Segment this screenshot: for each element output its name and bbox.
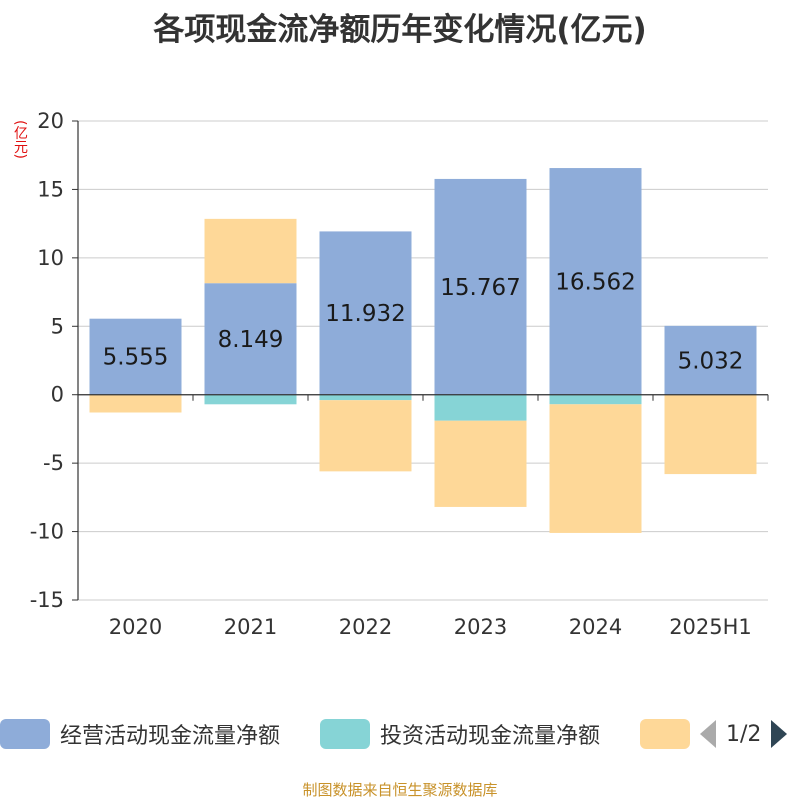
y-tick-label: -5 — [43, 451, 64, 475]
x-tick-label: 2025H1 — [669, 615, 752, 639]
bar-financing — [89, 394, 182, 413]
bar-operating — [204, 283, 297, 395]
legend-label-operating: 经营活动现金流量净额 — [60, 724, 281, 749]
legend-item-financing[interactable] — [640, 716, 700, 752]
bar-investing — [549, 394, 642, 405]
bar-data-label: 5.032 — [678, 348, 744, 374]
bar-financing — [319, 400, 412, 472]
legend-swatch-operating — [0, 719, 50, 749]
y-tick-label: 10 — [37, 246, 64, 270]
bar-data-label: 8.149 — [218, 327, 284, 353]
y-axis-unit: (亿元) — [12, 120, 28, 159]
bar-investing — [204, 394, 297, 405]
legend-item-investing[interactable]: 投资活动现金流量净额 — [320, 716, 600, 752]
bar-data-label: 11.932 — [325, 301, 405, 327]
bar-data-label: 16.562 — [555, 269, 635, 295]
x-tick-label: 2022 — [339, 615, 392, 639]
y-tick-label: 5 — [51, 314, 64, 338]
bar-operating — [319, 231, 412, 395]
bar-operating — [664, 325, 757, 395]
bar-financing — [549, 404, 642, 533]
bar-operating — [89, 318, 182, 395]
bar-data-label: 5.555 — [103, 345, 169, 371]
legend-next-page-icon[interactable] — [771, 720, 788, 748]
legend-page-indicator: 1/2 — [726, 721, 762, 747]
y-tick-label: 0 — [51, 383, 64, 407]
legend-pager: 1/2 — [700, 716, 788, 752]
x-tick-label: 2021 — [224, 615, 277, 639]
legend-prev-page-icon[interactable] — [700, 720, 716, 748]
legend-swatch-investing — [320, 719, 370, 749]
y-tick-label: -15 — [30, 588, 64, 612]
x-tick-label: 2020 — [109, 615, 162, 639]
legend: 经营活动现金流量净额 投资活动现金流量净额 1/2 — [0, 716, 800, 752]
x-tick-label: 2023 — [454, 615, 507, 639]
legend-item-operating[interactable]: 经营活动现金流量净额 — [0, 716, 280, 752]
bar-investing — [319, 394, 412, 401]
bar-financing — [664, 394, 757, 475]
bar-data-label: 15.767 — [440, 275, 520, 301]
bar-operating — [434, 178, 527, 395]
bar-operating — [549, 168, 642, 395]
data-source-note: 制图数据来自恒生聚源数据库 — [302, 781, 498, 799]
y-tick-label: 15 — [37, 177, 64, 201]
bar-financing — [204, 218, 297, 284]
bar-financing — [434, 420, 527, 507]
legend-label-investing: 投资活动现金流量净额 — [380, 724, 601, 749]
y-tick-label: -10 — [30, 520, 64, 544]
y-tick-label: 20 — [37, 109, 64, 133]
bar-investing — [434, 394, 527, 421]
legend-swatch-financing — [640, 719, 690, 749]
bar-chart: 20 15 10 5 0 -5 -10 -15 5.555 2020 8.149 2021 11.932… — [30, 109, 769, 639]
x-tick-label: 2024 — [569, 615, 622, 639]
chart-title: 各项现金流净额历年变化情况(亿元) — [153, 12, 647, 48]
